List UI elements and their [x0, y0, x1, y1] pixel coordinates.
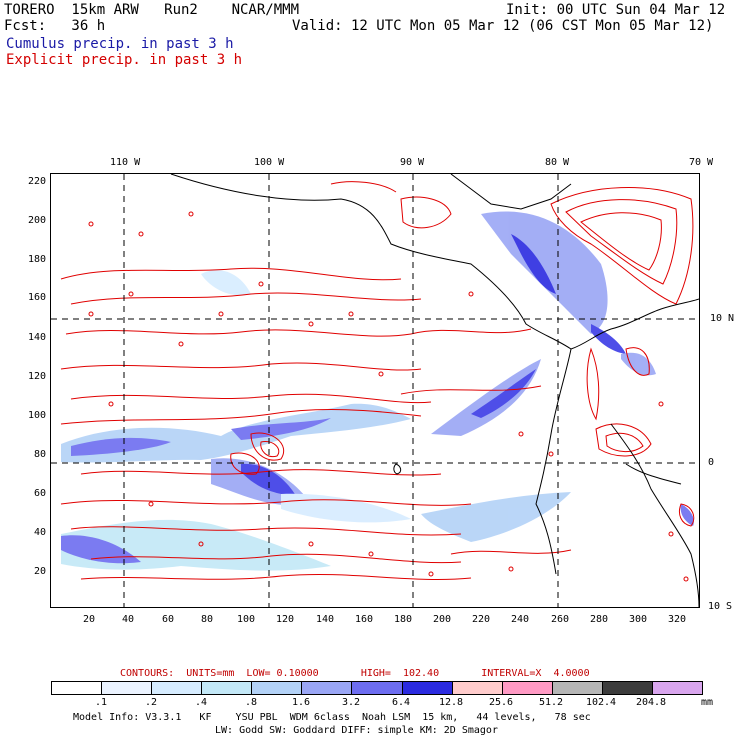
x-tick: 60 — [161, 614, 175, 625]
colorbar-swatch — [552, 682, 603, 694]
colorbar-swatch — [202, 682, 253, 694]
y-tick: 40 — [33, 527, 46, 538]
x-tick: 120 — [275, 614, 295, 625]
colorbar-label: 102.4 — [585, 697, 617, 708]
colorbar-label: 12.8 — [438, 697, 464, 708]
y-tick: 160 — [27, 292, 46, 303]
colorbar-swatch — [252, 682, 303, 694]
y-tick: 220 — [27, 176, 46, 187]
colorbar-unit: mm — [700, 697, 714, 708]
lat-label-10n: 10 N — [710, 313, 735, 324]
colorbar-label: 1.6 — [291, 697, 311, 708]
precip-map — [50, 173, 700, 608]
map-graphic — [51, 174, 699, 607]
colorbar-label: .1 — [94, 697, 108, 708]
colorbar-swatch — [302, 682, 353, 694]
cumulus-field-label: Cumulus precip. in past 3 h — [6, 36, 234, 52]
colorbar-label: .8 — [244, 697, 258, 708]
x-tick: 260 — [550, 614, 570, 625]
x-tick: 300 — [628, 614, 648, 625]
colorbar-swatch — [402, 682, 453, 694]
colorbar-label: .4 — [194, 697, 208, 708]
latlon-grid — [51, 174, 699, 607]
x-tick: 220 — [471, 614, 491, 625]
model-info-line2: LW: Godd SW: Goddard DIFF: simple KM: 2D… — [215, 725, 498, 736]
colorbar-label: 3.2 — [341, 697, 361, 708]
x-tick: 320 — [667, 614, 687, 625]
x-tick: 100 — [236, 614, 256, 625]
x-tick: 40 — [121, 614, 135, 625]
colorbar-swatch — [102, 682, 153, 694]
colorbar-label: 25.6 — [488, 697, 514, 708]
colorbar-label: 204.8 — [635, 697, 667, 708]
lon-label-70w: 70 W — [689, 157, 714, 168]
y-tick: 100 — [27, 410, 46, 421]
cumulus-precip-fill — [61, 211, 694, 571]
colorbar-swatch — [652, 682, 703, 694]
x-tick: 180 — [393, 614, 413, 625]
init-time: Init: 00 UTC Sun 04 Mar 12 — [506, 2, 726, 18]
lat-label-10s: 10 S — [708, 601, 733, 612]
y-tick: 20 — [33, 566, 46, 577]
y-tick: 180 — [27, 254, 46, 265]
model-info-line1: Model Info: V3.3.1 KF YSU PBL WDM 6class… — [73, 712, 591, 723]
lat-label-0: 0 — [708, 457, 715, 468]
x-tick: 160 — [354, 614, 374, 625]
y-tick: 140 — [27, 332, 46, 343]
colorbar-label: 51.2 — [538, 697, 564, 708]
colorbar-label: 6.4 — [391, 697, 411, 708]
colorbar-swatch — [52, 682, 103, 694]
lon-label-110w: 110 W — [110, 157, 141, 168]
y-tick: 60 — [33, 488, 46, 499]
x-tick: 140 — [315, 614, 335, 625]
contour-info: CONTOURS: UNITS=mm LOW= 0.10000 HIGH= 10… — [120, 668, 590, 679]
colorbar-swatch — [502, 682, 553, 694]
colorbar-swatch — [602, 682, 653, 694]
valid-time: Valid: 12 UTC Mon 05 Mar 12 (06 CST Mon … — [292, 18, 714, 34]
explicit-field-label: Explicit precip. in past 3 h — [6, 52, 243, 68]
x-tick: 20 — [82, 614, 96, 625]
y-tick: 200 — [27, 215, 46, 226]
colorbar — [51, 681, 703, 695]
forecast-hour: Fcst: 36 h — [4, 18, 106, 34]
y-tick: 120 — [27, 371, 46, 382]
colorbar-swatch — [352, 682, 403, 694]
lon-label-80w: 80 W — [545, 157, 570, 168]
colorbar-label: .2 — [144, 697, 158, 708]
lon-label-100w: 100 W — [254, 157, 285, 168]
y-tick: 80 — [33, 449, 46, 460]
x-tick: 200 — [432, 614, 452, 625]
x-tick: 240 — [510, 614, 530, 625]
x-tick: 80 — [200, 614, 214, 625]
lon-label-90w: 90 W — [400, 157, 425, 168]
model-title: TORERO 15km ARW Run2 NCAR/MMM — [4, 2, 300, 18]
colorbar-swatch — [152, 682, 203, 694]
contour-specks — [88, 211, 689, 582]
x-tick: 280 — [589, 614, 609, 625]
colorbar-swatch — [452, 682, 503, 694]
